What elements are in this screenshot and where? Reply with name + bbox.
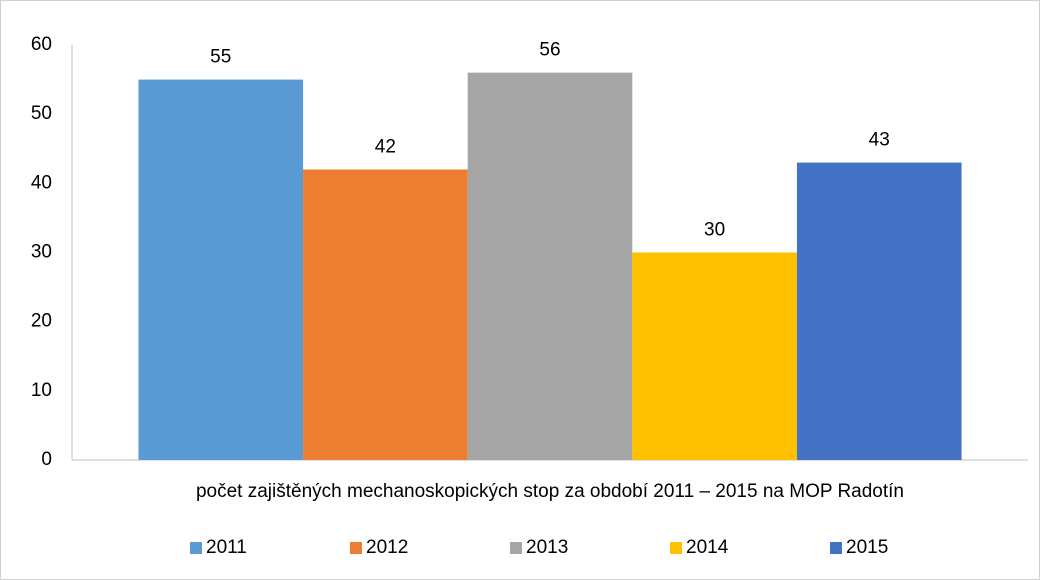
y-tick-label: 10	[31, 380, 52, 401]
legend-swatch	[670, 542, 682, 554]
data-label: 56	[539, 40, 560, 61]
legend-swatch	[830, 542, 842, 554]
legend-label: 2013	[526, 537, 568, 558]
legend-label: 2015	[846, 537, 888, 558]
legend-label: 2011	[206, 537, 247, 558]
y-tick-label: 30	[31, 242, 52, 263]
bar	[632, 252, 797, 460]
data-label: 55	[210, 47, 231, 68]
data-label: 42	[375, 137, 396, 158]
bar	[467, 72, 633, 461]
legend-label: 2012	[366, 537, 408, 558]
y-tick-label: 20	[31, 311, 52, 332]
bar	[796, 162, 962, 461]
bar	[138, 79, 304, 460]
legend-swatch	[190, 542, 202, 554]
legend-swatch	[350, 542, 362, 554]
data-label: 43	[869, 130, 890, 151]
x-tick-label: počet zajištěných mechanoskopických stop…	[196, 481, 904, 502]
y-tick-label: 40	[31, 172, 52, 193]
y-tick-label: 60	[31, 34, 52, 55]
y-tick-label: 0	[41, 449, 52, 470]
y-tick-label: 50	[31, 103, 52, 124]
legend-swatch	[510, 542, 522, 554]
data-label: 30	[704, 220, 725, 241]
bar	[303, 169, 468, 460]
legend-label: 2014	[686, 537, 729, 558]
